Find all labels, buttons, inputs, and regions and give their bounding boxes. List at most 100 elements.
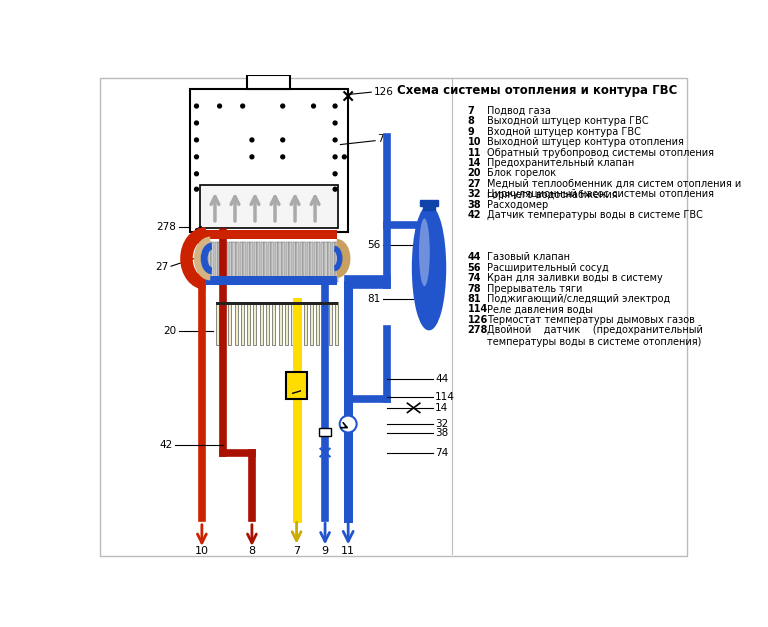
Circle shape [194, 187, 198, 191]
Bar [271, 241, 274, 282]
Bar [285, 302, 288, 345]
Circle shape [333, 155, 337, 159]
Text: 44: 44 [435, 374, 449, 384]
Text: Двойной    датчик    (предохранительный
температуры воды в системе отопления): Двойной датчик (предохранительный темпер… [487, 325, 703, 347]
Text: Циркуляционный насос системы отопления: Циркуляционный насос системы отопления [487, 189, 713, 199]
Bar [329, 302, 332, 345]
Circle shape [194, 155, 198, 159]
Text: Блок горелок: Блок горелок [487, 169, 556, 179]
Text: 20: 20 [164, 326, 177, 336]
Bar [314, 241, 317, 282]
Text: Кран для заливки воды в систему: Кран для заливки воды в систему [487, 273, 663, 283]
Text: 42: 42 [468, 210, 481, 220]
Text: 74: 74 [435, 448, 449, 458]
Bar [286, 241, 289, 282]
Bar [279, 241, 282, 282]
Bar [282, 241, 285, 282]
Text: 114: 114 [468, 304, 488, 314]
Bar [296, 241, 300, 282]
Circle shape [339, 416, 356, 433]
Bar [335, 241, 338, 282]
Bar [291, 302, 294, 345]
Text: Медный теплообменник для систем отопления и
горячего водоснабжения: Медный теплообменник для систем отоплени… [487, 179, 741, 201]
Bar [324, 241, 327, 282]
Text: 278: 278 [468, 325, 488, 335]
Bar [215, 241, 218, 282]
Bar [323, 302, 326, 345]
Text: 14: 14 [435, 403, 449, 413]
Circle shape [240, 104, 244, 108]
Bar [289, 241, 292, 282]
Bar [319, 428, 331, 436]
Bar [206, 230, 336, 240]
Circle shape [217, 104, 221, 108]
Bar [207, 241, 210, 282]
Bar [225, 241, 229, 282]
Circle shape [333, 138, 337, 142]
Bar [222, 241, 225, 282]
Text: Предохранительный клапан: Предохранительный клапан [487, 158, 634, 168]
Bar [247, 302, 250, 345]
Text: 74: 74 [468, 273, 481, 283]
Text: Расширительный сосуд: Расширительный сосуд [487, 263, 608, 273]
Circle shape [333, 121, 337, 125]
Text: Газовый клапан: Газовый клапан [487, 252, 570, 262]
Text: Схема системы отопления и контура ГВС: Схема системы отопления и контура ГВС [396, 85, 677, 97]
Bar [275, 241, 278, 282]
Bar [236, 241, 239, 282]
Bar [279, 302, 282, 345]
Bar [216, 302, 338, 305]
Bar [216, 302, 219, 345]
Circle shape [194, 138, 198, 142]
Text: 78: 78 [468, 283, 481, 293]
Bar [257, 241, 260, 282]
Circle shape [333, 187, 337, 191]
Bar [204, 241, 207, 282]
Bar [222, 302, 225, 345]
Text: Термостат температуры дымовых газов: Термостат температуры дымовых газов [487, 315, 694, 325]
Text: 7: 7 [468, 106, 475, 116]
Bar [253, 241, 257, 282]
Circle shape [250, 138, 254, 142]
Bar [261, 241, 264, 282]
Bar [266, 302, 269, 345]
Text: 56: 56 [468, 263, 481, 273]
Text: 114: 114 [435, 392, 455, 402]
Text: 32: 32 [435, 419, 449, 429]
Bar [234, 302, 237, 345]
Bar [200, 186, 338, 228]
Bar [229, 241, 232, 282]
Bar [264, 241, 267, 282]
Bar [306, 241, 310, 282]
Text: 9: 9 [322, 547, 329, 557]
Bar [423, 203, 435, 210]
Bar [268, 241, 271, 282]
Text: 38: 38 [468, 199, 481, 209]
Circle shape [194, 121, 198, 125]
Text: 32: 32 [468, 189, 481, 199]
Text: 56: 56 [367, 240, 380, 250]
Circle shape [333, 104, 337, 108]
Bar [310, 241, 313, 282]
Bar [243, 241, 247, 282]
Text: 278: 278 [157, 222, 177, 232]
Bar [240, 241, 243, 282]
Bar [297, 302, 300, 345]
Bar [332, 241, 335, 282]
Text: 10: 10 [195, 547, 209, 557]
Text: 14: 14 [468, 158, 481, 168]
Text: Выходной штуцер контура отопления: Выходной штуцер контура отопления [487, 137, 684, 147]
Bar [317, 241, 320, 282]
Bar [328, 241, 331, 282]
Text: Входной штуцер контура ГВС: Входной штуцер контура ГВС [487, 127, 641, 137]
Ellipse shape [413, 206, 445, 329]
Bar [310, 302, 313, 345]
Circle shape [281, 155, 285, 159]
Bar [293, 241, 296, 282]
Bar [206, 277, 336, 285]
Text: 81: 81 [468, 294, 481, 304]
Text: Выходной штуцер контура ГВС: Выходной штуцер контура ГВС [487, 117, 648, 127]
Text: 9: 9 [468, 127, 475, 137]
Text: Реле давления воды: Реле давления воды [487, 304, 593, 314]
Text: Расходомер: Расходомер [487, 199, 548, 209]
